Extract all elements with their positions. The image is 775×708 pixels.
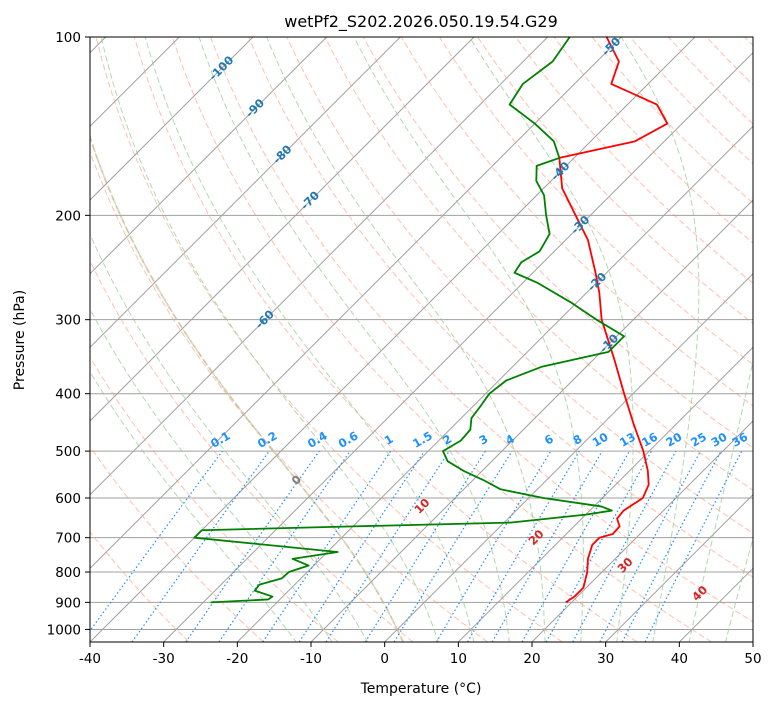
mixing-ratio-label: 13 — [617, 430, 638, 450]
isotherm-line — [605, 493, 753, 642]
dry-adiabat — [90, 150, 488, 642]
isotherm-line — [90, 37, 696, 642]
x-tick-label: -30 — [153, 651, 175, 667]
moist-adiabat — [469, 37, 634, 642]
mixing-ratio-line — [521, 450, 631, 642]
mixing-ratio-line — [218, 450, 351, 642]
moist-adiabat — [620, 37, 700, 642]
y-tick-label: 600 — [55, 491, 81, 507]
x-tick-label: 40 — [671, 651, 688, 667]
mixing-ratio-line — [325, 450, 450, 642]
y-tick-label: 300 — [55, 313, 81, 329]
y-axis-label: Pressure (hPa) — [12, 290, 28, 390]
dry-adiabat — [90, 356, 339, 642]
temperature-line — [558, 37, 669, 604]
dry-adiabat — [439, 37, 753, 366]
isotherm-line — [90, 37, 254, 201]
dry-adiabat — [515, 37, 753, 284]
mixing-ratio-line — [262, 450, 392, 642]
moist-adiabat — [100, 37, 439, 642]
dewpoint-line — [193, 37, 625, 604]
y-tick-label: 900 — [55, 595, 81, 611]
mixing-ratio-label: 36 — [729, 430, 750, 450]
plot-frame — [89, 36, 754, 643]
x-tick-label: 20 — [523, 651, 540, 667]
chart-title: wetPf2_S202.2026.050.19.54.G29 — [284, 12, 558, 32]
moist-adiabat — [266, 37, 546, 642]
isotherm-line — [90, 37, 622, 570]
mixing-ratio-line — [298, 450, 425, 642]
mixing-ratio-label: 16 — [639, 430, 660, 450]
y-tick-label: 800 — [55, 565, 81, 581]
moist-adiabat — [90, 370, 297, 642]
mixing-ratio-label: 10 — [590, 430, 611, 450]
mixing-ratio-label: 30 — [709, 430, 730, 450]
isotherm-line — [163, 51, 753, 642]
x-axis-label: Temperature (°C) — [360, 681, 482, 697]
x-tick-label: -10 — [300, 651, 322, 667]
x-tick-label: -40 — [79, 651, 101, 667]
x-tick-label: 0 — [380, 651, 389, 667]
isotherm-line — [236, 125, 753, 642]
dry-adiabat — [90, 259, 414, 642]
moist-adiabat — [90, 233, 369, 642]
isotherm-line — [457, 346, 753, 642]
y-tick-label: 500 — [55, 444, 81, 460]
isotherm-line — [90, 37, 549, 496]
dry-adiabat — [248, 37, 753, 578]
dry-adiabat — [90, 445, 264, 642]
mixing-ratio-label: 25 — [688, 430, 709, 450]
isotherm-line — [90, 37, 475, 422]
x-tick-label: 30 — [597, 651, 614, 667]
mixing-ratio-line — [572, 450, 677, 642]
dry-adiabat — [210, 37, 753, 623]
isotherm-line — [90, 37, 328, 275]
dry-adiabat — [400, 37, 753, 407]
mixing-ratio-label: 20 — [663, 430, 684, 450]
isotherm-line — [531, 420, 753, 642]
mixing-ratio-line — [90, 450, 223, 632]
dry-adiabat — [95, 37, 563, 642]
x-tick-label: -20 — [226, 651, 248, 667]
y-tick-label: 100 — [55, 30, 81, 46]
dry-adiabat — [90, 531, 190, 642]
isotherm-line — [90, 37, 401, 349]
moist-adiabat — [198, 37, 510, 642]
x-tick-label: 10 — [450, 651, 467, 667]
mixing-ratio-line — [131, 450, 270, 642]
dry-adiabat — [286, 37, 753, 534]
isotherm-line — [384, 272, 753, 642]
x-tick-label: 50 — [744, 651, 761, 667]
dry-adiabat — [133, 37, 638, 642]
y-tick-label: 400 — [55, 387, 81, 403]
wet-bulb-zero-line — [90, 133, 405, 642]
moist-adiabat — [144, 37, 475, 642]
mixing-ratio-line — [644, 450, 743, 642]
y-tick-label: 200 — [55, 208, 81, 224]
mixing-ratio-line — [393, 450, 513, 642]
y-tick-label: 1000 — [47, 622, 81, 638]
y-tick-label: 700 — [55, 531, 81, 547]
mixing-ratio-line — [185, 450, 320, 642]
